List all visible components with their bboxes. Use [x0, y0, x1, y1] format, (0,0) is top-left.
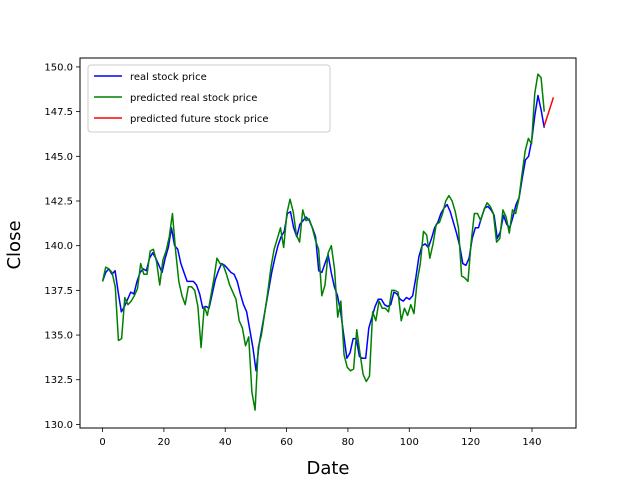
y-axis-title: Close	[4, 220, 25, 269]
y-tick-label: 150.0	[44, 62, 73, 73]
x-tick-label: 140	[522, 437, 541, 448]
x-axis-title: Date	[306, 458, 349, 479]
x-tick-label: 0	[99, 437, 105, 448]
x-tick-label: 80	[342, 437, 355, 448]
series-line-2	[101, 73, 545, 411]
legend-label: predicted future stock price	[130, 114, 269, 125]
legend-box	[87, 64, 331, 133]
legend: real stock price predicted real stock pri…	[87, 64, 331, 133]
y-tick-label: 147.5	[44, 107, 73, 118]
y-tick-label: 130.0	[44, 420, 73, 431]
x-tick-label: 60	[280, 437, 293, 448]
legend-label: real stock price	[130, 72, 207, 83]
y-tick-label: 135.0	[44, 331, 73, 342]
series-layer	[101, 73, 555, 411]
y-tick-label: 145.0	[44, 152, 73, 163]
y-tick-label: 140.0	[44, 241, 73, 252]
x-tick-label: 100	[400, 437, 419, 448]
y-tick-label: 132.5	[44, 375, 73, 386]
x-tick-label: 40	[219, 437, 232, 448]
y-tick-label: 142.5	[44, 196, 73, 207]
series-line-3	[543, 97, 555, 127]
x-axis-ticks: 0 20 40 60 80 100 120 140	[99, 428, 542, 448]
legend-label: predicted real stock price	[130, 93, 257, 104]
x-tick-label: 20	[158, 437, 171, 448]
x-tick-label: 120	[461, 437, 480, 448]
y-axis-ticks: 130.0 132.5 135.0 137.5 140.0 142.5 145.0 147.5…	[44, 62, 80, 431]
y-tick-label: 137.5	[44, 286, 73, 297]
